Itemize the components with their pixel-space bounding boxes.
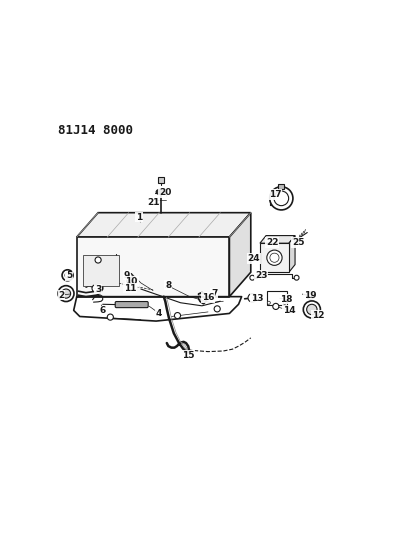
Bar: [158, 177, 164, 183]
Polygon shape: [289, 236, 295, 272]
Bar: [83, 255, 119, 286]
Circle shape: [294, 275, 299, 280]
Circle shape: [303, 301, 320, 318]
Text: 19: 19: [304, 290, 317, 300]
Circle shape: [250, 275, 255, 280]
Text: 4: 4: [156, 309, 162, 318]
Text: 12: 12: [312, 311, 324, 320]
Text: 13: 13: [251, 294, 263, 303]
Circle shape: [307, 292, 314, 300]
Text: 16: 16: [202, 293, 214, 302]
Circle shape: [274, 191, 289, 206]
Circle shape: [307, 304, 317, 314]
Bar: [278, 184, 284, 189]
Circle shape: [127, 273, 132, 279]
Text: 17: 17: [269, 190, 282, 199]
Circle shape: [127, 277, 134, 284]
Polygon shape: [77, 213, 251, 237]
Text: 21: 21: [147, 198, 159, 207]
Circle shape: [270, 187, 293, 210]
Text: 18: 18: [280, 295, 292, 304]
Circle shape: [65, 272, 70, 278]
Text: 14: 14: [282, 306, 295, 315]
Ellipse shape: [156, 189, 165, 195]
Text: 24: 24: [247, 254, 260, 263]
Circle shape: [273, 303, 279, 310]
Circle shape: [95, 257, 101, 263]
Text: 8: 8: [165, 280, 171, 289]
Text: 3: 3: [95, 285, 101, 294]
Circle shape: [214, 306, 220, 312]
Text: 10: 10: [126, 277, 138, 286]
Circle shape: [267, 301, 270, 304]
Circle shape: [267, 250, 282, 265]
Circle shape: [58, 286, 74, 302]
Polygon shape: [260, 236, 295, 243]
Text: 15: 15: [182, 351, 194, 360]
Text: 81J14 8000: 81J14 8000: [58, 124, 134, 137]
Polygon shape: [229, 213, 251, 297]
Circle shape: [61, 289, 71, 298]
Text: 22: 22: [266, 238, 279, 247]
FancyBboxPatch shape: [267, 291, 286, 305]
Text: 7: 7: [211, 289, 217, 298]
Text: 1: 1: [136, 213, 143, 222]
Circle shape: [62, 270, 73, 281]
Circle shape: [175, 312, 180, 319]
Text: 25: 25: [292, 238, 304, 247]
Bar: [260, 243, 289, 272]
Circle shape: [270, 253, 279, 262]
Circle shape: [92, 285, 99, 292]
Circle shape: [248, 294, 256, 302]
Circle shape: [283, 301, 286, 304]
Text: 23: 23: [255, 271, 268, 280]
Text: 9: 9: [124, 271, 130, 280]
Text: 20: 20: [159, 188, 171, 197]
Bar: [77, 237, 229, 297]
Text: 2: 2: [58, 290, 65, 300]
Text: 11: 11: [124, 284, 136, 293]
Text: 6: 6: [100, 306, 106, 316]
Text: 5: 5: [66, 271, 72, 280]
FancyBboxPatch shape: [115, 302, 148, 308]
Circle shape: [107, 314, 113, 320]
